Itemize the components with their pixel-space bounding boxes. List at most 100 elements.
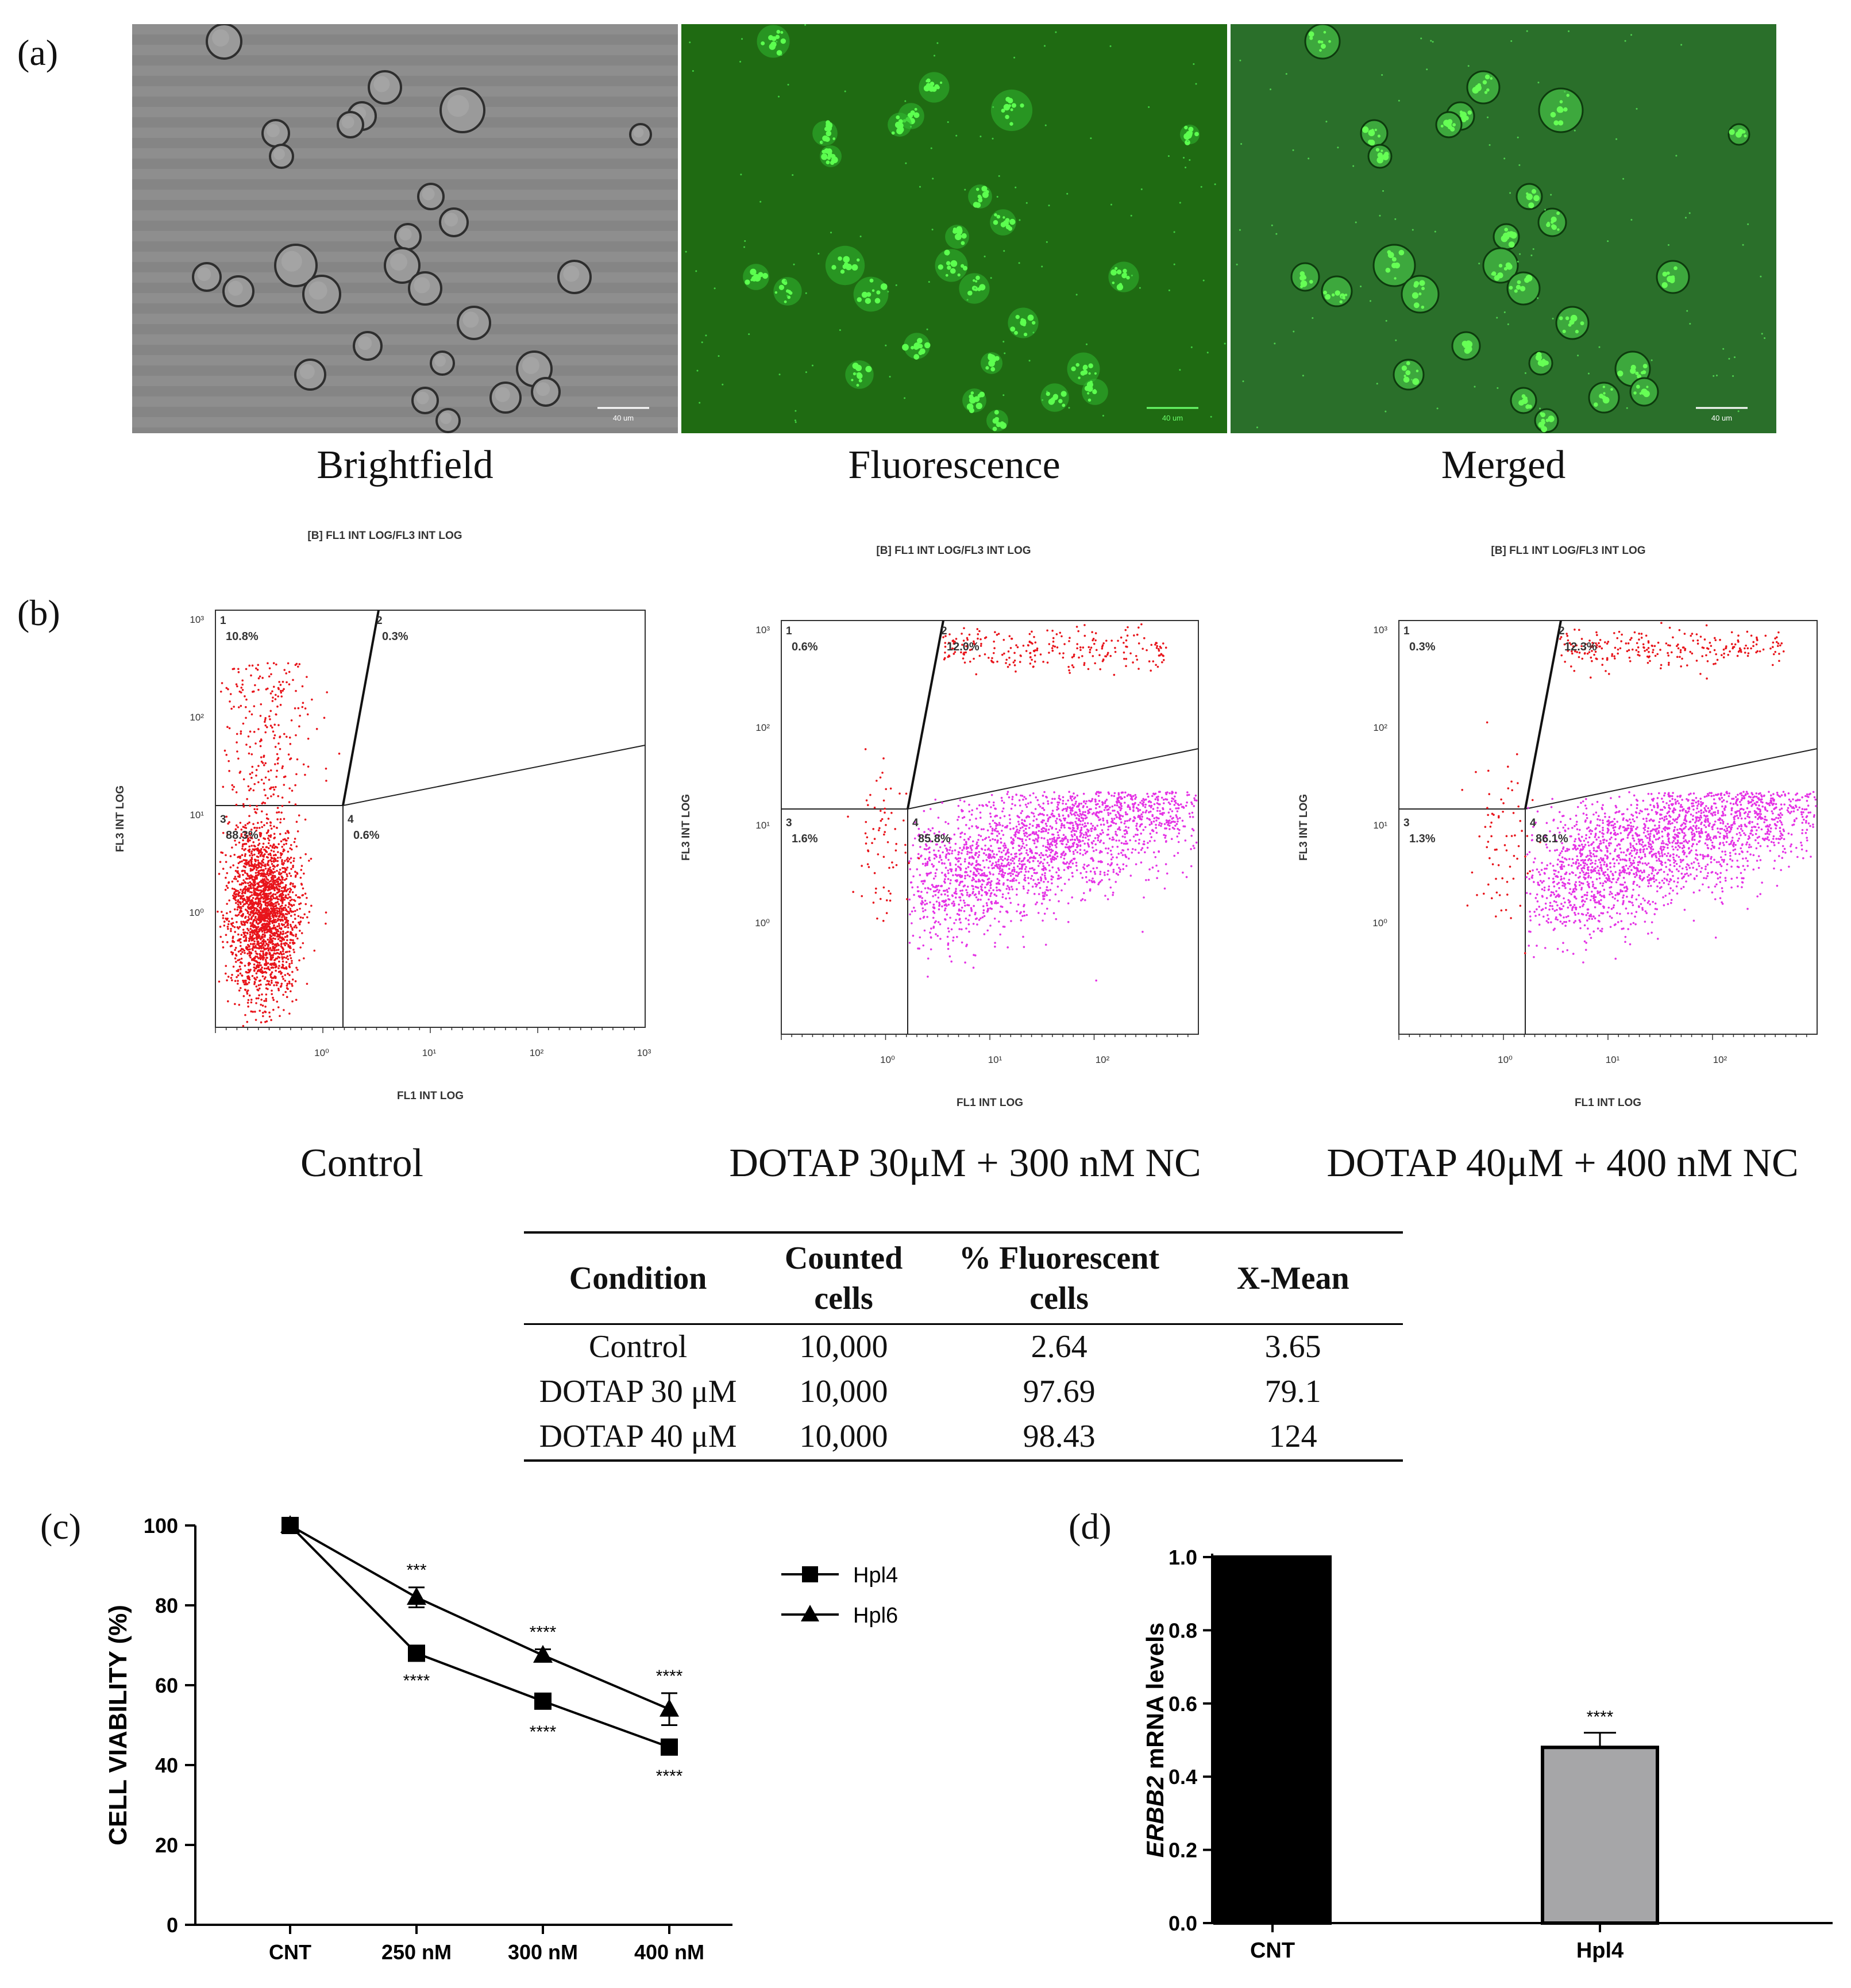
cell xyxy=(1466,70,1501,105)
y-tick-label: 1.0 xyxy=(1169,1546,1197,1569)
background-band xyxy=(132,138,678,148)
fluor-speck xyxy=(1110,203,1112,206)
legend-marker xyxy=(802,1566,818,1582)
fluor-spot xyxy=(1419,280,1425,286)
fluor-speck xyxy=(701,341,703,344)
fluor-speck xyxy=(695,270,697,272)
fluor-speck xyxy=(1379,214,1381,217)
fluor-spot xyxy=(961,233,967,239)
fluor-spot xyxy=(1123,268,1127,273)
fluor-spot xyxy=(1299,271,1305,276)
background-band xyxy=(132,334,678,345)
fluor-speck xyxy=(699,402,701,404)
fluor-speck xyxy=(1385,410,1387,413)
background-band xyxy=(132,148,678,159)
fluor-speck xyxy=(1302,375,1304,377)
fluor-spot xyxy=(1524,277,1530,283)
background-band xyxy=(132,34,678,45)
fluor-speck xyxy=(739,60,742,63)
fluor-spot xyxy=(1566,94,1570,97)
fluorescence-cells: 40 um xyxy=(685,24,1226,431)
x-tick-label: 10² xyxy=(1713,1054,1727,1065)
fluor-spot xyxy=(1603,392,1606,395)
merged-cells: 40 um xyxy=(1236,24,1766,433)
fluor-spot xyxy=(988,353,992,358)
panel-label-d: (d) xyxy=(1069,1506,1112,1547)
fluor-speck xyxy=(1507,323,1509,325)
fluor-spot xyxy=(1610,388,1613,391)
cell-highlight xyxy=(273,148,285,160)
fluor-spot xyxy=(1188,126,1194,132)
fluor-spot xyxy=(1568,323,1572,327)
fluor-spot xyxy=(992,426,997,431)
fluor-spot xyxy=(1557,228,1560,231)
quadrant-percent: 0.3% xyxy=(1409,641,1436,653)
gate-line xyxy=(907,748,1199,810)
fluor-spot xyxy=(1538,421,1545,428)
fluor-spot xyxy=(988,360,995,367)
fluor-spot xyxy=(867,299,871,303)
y-axis-label: FL3 INT LOG xyxy=(114,785,126,852)
y-tick-label: 10² xyxy=(1373,722,1387,733)
fluor-speck xyxy=(1239,229,1241,231)
fluor-speck xyxy=(740,174,742,176)
fluor-speck xyxy=(1544,209,1547,211)
cell-highlight xyxy=(434,355,446,367)
table-row: Control 10,000 2.64 3.65 xyxy=(524,1324,1403,1370)
fluor-speck xyxy=(1048,205,1050,207)
cell: DOTAP 30 μM xyxy=(539,1373,737,1409)
fluor-spot xyxy=(1391,257,1397,262)
fluor-speck xyxy=(1503,311,1506,314)
x-tick-label: CNT xyxy=(1250,1939,1295,1963)
fluor-spot xyxy=(1467,110,1472,115)
background-band xyxy=(132,345,678,355)
fluor-spot xyxy=(858,379,862,383)
fluor-spot xyxy=(1387,252,1394,259)
fluor-speck xyxy=(1032,332,1035,334)
fluor-spot xyxy=(1014,330,1018,335)
fluor-spot xyxy=(1005,114,1009,120)
fluor-speck xyxy=(904,100,907,102)
cell-highlight xyxy=(227,280,243,296)
y-tick-label: 10³ xyxy=(1373,625,1387,635)
fluor-spot xyxy=(1737,128,1744,135)
fluor-spot xyxy=(1088,398,1092,402)
data-point-Hpl6 xyxy=(533,1644,553,1663)
fluor-speck xyxy=(1236,263,1238,265)
fluor-spot xyxy=(856,383,859,387)
fluor-speck xyxy=(1183,156,1185,159)
fluor-spot xyxy=(1335,290,1340,296)
fluor-speck xyxy=(885,344,887,346)
fluor-speck xyxy=(1394,218,1397,220)
fluor-spot xyxy=(857,373,863,379)
fluor-spot xyxy=(1121,273,1127,279)
significance-label: **** xyxy=(1587,1708,1614,1727)
fluor-speck xyxy=(759,201,762,203)
scale-bar-label: 40 um xyxy=(1162,414,1183,422)
y-axis-label: CELL VIABILITY (%) xyxy=(104,1605,132,1846)
fluor-speck xyxy=(1496,317,1498,319)
fluor-spot xyxy=(869,278,874,283)
fluor-speck xyxy=(1200,186,1202,188)
fluor-spot xyxy=(1331,293,1335,297)
fluor-spot xyxy=(1088,372,1091,375)
fluor-speck xyxy=(1002,394,1005,396)
fluor-spot xyxy=(1421,287,1425,291)
significance-label: **** xyxy=(656,1767,683,1786)
fluor-speck xyxy=(964,188,966,191)
fluor-speck xyxy=(1598,346,1601,348)
fluor-speck xyxy=(1179,202,1181,204)
caption-fluorescence: Fluorescence xyxy=(848,443,1061,487)
fluor-spot xyxy=(865,365,872,372)
fluor-spot xyxy=(1401,365,1407,371)
fluor-speck xyxy=(1518,164,1521,166)
fluor-spot xyxy=(1194,132,1199,137)
fluor-speck xyxy=(966,299,969,301)
flow-plot-1: 110.8% 2 0.3% 388.3% 4 0.6% 10⁰ 10³ 10¹ 10² 10² 10¹… xyxy=(114,610,651,1102)
fluor-spot xyxy=(880,283,888,290)
fluor-speck xyxy=(996,196,998,198)
fluor-spot xyxy=(969,394,974,399)
fluor-spot xyxy=(1005,97,1011,102)
fluor-speck xyxy=(1607,240,1609,242)
fluor-speck xyxy=(1085,343,1088,345)
